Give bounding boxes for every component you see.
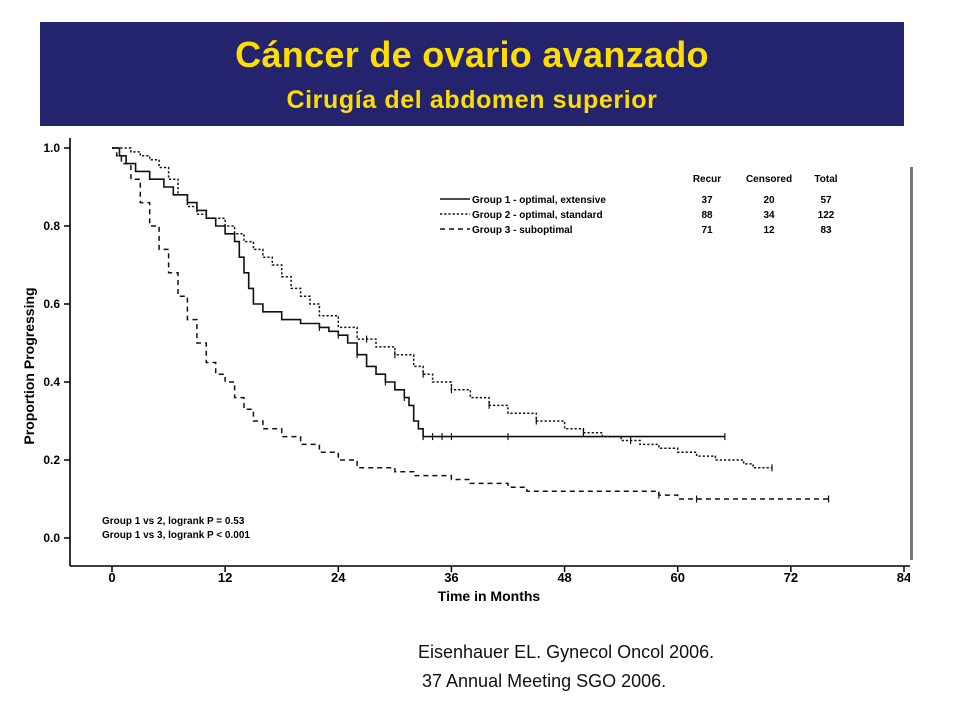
x-tick-label: 12 xyxy=(218,570,232,585)
logrank-annotation: Group 1 vs 3, logrank P < 0.001 xyxy=(102,530,250,541)
table-cell: 57 xyxy=(820,195,832,206)
y-tick-label: 0.8 xyxy=(43,219,60,233)
chart-legend: Group 1 - optimal, extensive Group 2 - op… xyxy=(440,195,606,236)
y-tick-label: 0.6 xyxy=(43,297,60,311)
y-tick-label: 0.4 xyxy=(43,375,60,389)
chart-annotations: Group 1 vs 2, logrank P = 0.53 Group 1 vs… xyxy=(102,516,250,541)
table-cell: 34 xyxy=(763,210,775,221)
table-cell: 12 xyxy=(763,225,775,236)
chart-series xyxy=(112,147,830,503)
x-tick-label: 0 xyxy=(108,570,115,585)
x-ticks: 0 12 24 36 48 60 72 84 xyxy=(108,566,910,585)
y-tick-label: 0.0 xyxy=(43,531,60,545)
legend-label-group-2: Group 2 - optimal, standard xyxy=(472,210,603,221)
chart-axes xyxy=(69,138,910,567)
legend-table: Recur Censored Total 37 20 57 88 34 122 71 12 83 xyxy=(693,174,838,236)
x-tick-label: 72 xyxy=(784,570,798,585)
y-tick-label: 1.0 xyxy=(43,141,60,155)
series-line-group-2 xyxy=(112,147,772,469)
logrank-annotation: Group 1 vs 2, logrank P = 0.53 xyxy=(102,516,245,527)
y-ticks: 0.0 0.2 0.4 0.6 0.8 1.0 xyxy=(43,141,70,545)
table-header: Total xyxy=(814,174,837,185)
citation-line-1: Eisenhauer EL. Gynecol Oncol 2006. xyxy=(418,642,715,662)
title-banner: Cáncer de ovario avanzado Cirugía del ab… xyxy=(40,22,904,126)
table-cell: 88 xyxy=(701,210,713,221)
x-tick-label: 48 xyxy=(557,570,571,585)
chart-background xyxy=(14,126,910,610)
page-subtitle: Cirugía del abdomen superior xyxy=(286,86,658,114)
x-tick-label: 36 xyxy=(444,570,458,585)
table-cell: 122 xyxy=(818,210,835,221)
y-tick-label: 0.2 xyxy=(43,453,60,467)
x-axis-label: Time in Months xyxy=(438,588,541,604)
x-tick-label: 60 xyxy=(670,570,684,585)
legend-label-group-3: Group 3 - suboptimal xyxy=(472,225,573,236)
table-cell: 20 xyxy=(763,195,775,206)
legend-label-group-1: Group 1 - optimal, extensive xyxy=(472,195,606,206)
y-axis-label: Proportion Progressing xyxy=(21,287,37,444)
table-cell: 71 xyxy=(701,225,713,236)
kaplan-meier-chart: 0.0 0.2 0.4 0.6 0.8 1.0 0 12 24 36 48 60 72 84 Propo… xyxy=(14,126,910,610)
x-tick-label: 24 xyxy=(331,570,346,585)
page-title: Cáncer de ovario avanzado xyxy=(235,34,709,75)
citation-line-2: 37 Annual Meeting SGO 2006. xyxy=(422,671,667,691)
series-line-group-3 xyxy=(112,147,829,500)
table-cell: 37 xyxy=(701,195,713,206)
x-tick-label: 84 xyxy=(897,570,910,585)
table-header: Recur xyxy=(693,174,721,185)
series-line-group-1 xyxy=(112,147,725,438)
table-cell: 83 xyxy=(820,225,832,236)
table-header: Censored xyxy=(746,174,792,185)
